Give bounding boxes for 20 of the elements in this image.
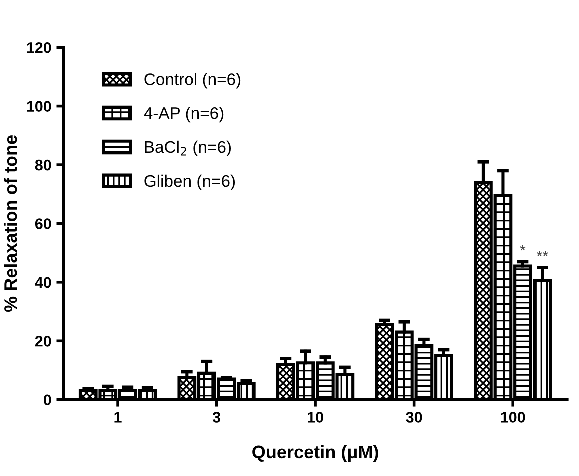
y-tick-label: 80	[35, 160, 52, 171]
x-tick-label: 30	[406, 412, 422, 423]
x-tick-label: 100	[501, 412, 526, 423]
x-tick-label: 3	[212, 412, 220, 423]
annotation: **	[537, 251, 548, 256]
legend-label: BaCl$_{2}$ (n=6)	[145, 140, 232, 156]
x-tick-label: 1	[114, 412, 122, 423]
annotation: *	[520, 245, 526, 251]
legend-label: Control (n=6)	[144, 73, 241, 89]
legend-label: 4-AP (n=6)	[144, 107, 224, 123]
y-axis-title: % Relaxation of tone	[4, 136, 18, 312]
x-tick-label: 10	[308, 412, 324, 423]
y-tick-label: 100	[27, 101, 52, 112]
x-axis-title: Quercetin (μM)	[252, 445, 378, 462]
y-tick-label: 20	[35, 336, 52, 347]
y-tick-label: 0	[44, 394, 52, 406]
y-tick-label: 120	[27, 42, 52, 54]
y-tick-label: 40	[35, 277, 52, 288]
y-tick-label: 60	[35, 218, 52, 230]
legend-label: Gliben (n=6)	[144, 174, 236, 190]
